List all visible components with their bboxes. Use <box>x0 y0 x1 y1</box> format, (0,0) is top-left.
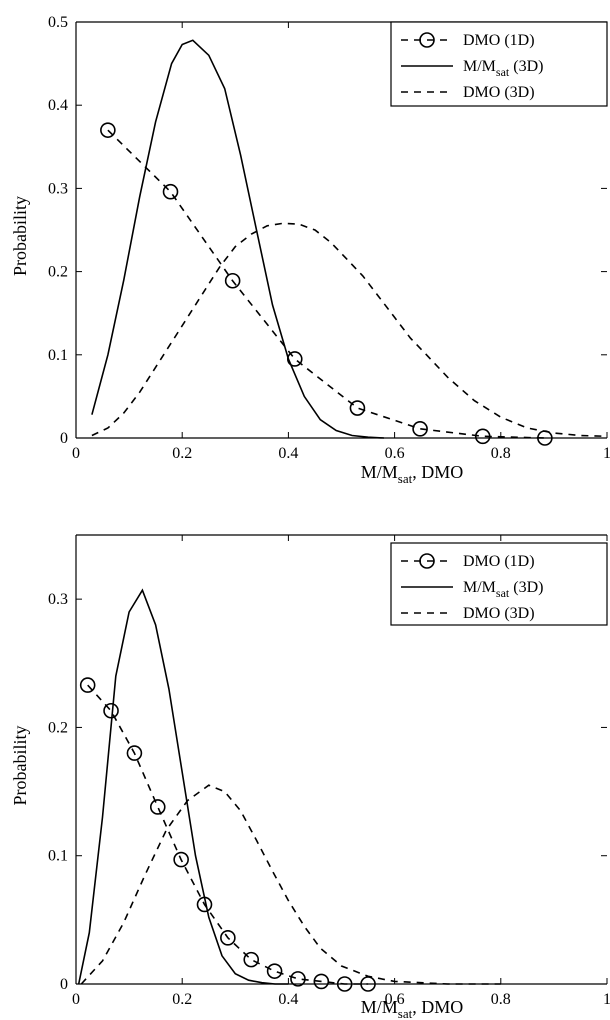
series-line-dashed-circle <box>87 684 369 985</box>
legend-label-suffix: (3D) <box>509 579 543 596</box>
x-axis-label-sub: sat <box>398 1006 413 1020</box>
x-tick-label: 0.2 <box>172 991 192 1008</box>
x-tick-label: 0 <box>72 445 80 462</box>
x-axis-label: M/Msat, DMO <box>361 462 463 486</box>
bottom-chart: 0 0.2 0.4 0.6 0.8 100.10.20.3M/Msat, DMOProba… <box>10 534 610 1020</box>
data-point-marker <box>290 971 306 987</box>
data-point-marker <box>173 851 189 868</box>
series-line-solid <box>77 588 289 985</box>
x-axis-label-suffix: , DMO <box>412 997 463 1017</box>
data-point-marker <box>474 428 491 445</box>
legend-label-sub: sat <box>496 65 510 79</box>
x-tick-label: 1 <box>603 991 610 1008</box>
data-point-marker <box>100 122 116 138</box>
legend-label-sub: sat <box>496 586 510 600</box>
y-tick-label: 0.1 <box>48 347 68 364</box>
legend: DMO (1D) M/Msat (3D) DMO (3D) <box>390 21 608 107</box>
x-tick-label: 0.8 <box>491 991 511 1008</box>
legend: DMO (1D) M/Msat (3D) DMO (3D) <box>390 542 608 626</box>
x-axis-label-main: M/M <box>361 462 398 482</box>
data-point-marker <box>224 272 241 289</box>
x-tick-label: 1 <box>603 445 610 462</box>
x-tick-label: 0.2 <box>172 445 192 462</box>
data-point-marker <box>412 421 428 437</box>
x-tick-label: 0.4 <box>278 991 298 1008</box>
x-tick-label: 0.8 <box>491 445 511 462</box>
y-tick-label: 0.2 <box>48 719 68 736</box>
data-point-marker <box>349 400 366 416</box>
legend-label-main: M/M <box>463 58 496 75</box>
legend-label: DMO (1D) <box>463 32 535 49</box>
data-point-marker <box>79 677 96 693</box>
y-axis-label: Probability <box>10 196 30 276</box>
legend-label-main: DMO (1D) <box>463 553 535 570</box>
y-tick-label: 0 <box>60 430 68 447</box>
series-line-solid <box>91 39 385 439</box>
x-axis-label-sub: sat <box>398 471 413 486</box>
legend-label: M/Msat (3D) <box>463 579 543 600</box>
x-tick-label: 0.6 <box>385 445 405 462</box>
legend-marker <box>419 32 435 48</box>
y-tick-label: 0.3 <box>48 591 68 608</box>
x-tick-label: 0.6 <box>385 991 405 1008</box>
legend-label: M/Msat (3D) <box>463 58 543 79</box>
x-axis-label-suffix: , DMO <box>412 462 463 482</box>
data-point-marker <box>243 951 260 968</box>
data-point-marker <box>220 930 236 946</box>
legend-box <box>390 542 608 626</box>
data-point-marker <box>266 963 283 979</box>
legend-label: DMO (3D) <box>463 605 535 622</box>
legend-marker <box>419 553 435 569</box>
x-axis-label-main: M/M <box>361 997 398 1017</box>
legend-label-main: M/M <box>463 579 496 596</box>
data-point-marker <box>149 799 166 815</box>
data-point-marker <box>336 976 353 992</box>
y-tick-label: 0 <box>60 976 68 993</box>
data-point-marker <box>162 183 179 200</box>
y-tick-label: 0.3 <box>48 180 68 197</box>
y-tick-label: 0.2 <box>48 264 68 281</box>
series-line-dashed <box>80 784 501 985</box>
legend-label-suffix: (3D) <box>509 58 543 75</box>
y-axis-label: Probability <box>10 726 30 806</box>
data-point-marker <box>313 973 330 990</box>
y-tick-label: 0.1 <box>48 848 68 865</box>
series-line-dashed <box>91 222 608 438</box>
y-tick-label: 0.5 <box>48 14 68 31</box>
legend-label: DMO (1D) <box>463 553 535 570</box>
legend-label-main: DMO (1D) <box>463 32 535 49</box>
top-chart: 0 0.2 0.4 0.6 0.8 100.10.20.30.40.5M/Msat, DM… <box>10 14 610 486</box>
x-tick-label: 0 <box>72 991 80 1008</box>
data-point-marker <box>126 745 143 761</box>
y-tick-label: 0.4 <box>48 97 68 114</box>
legend-label-main: DMO (3D) <box>463 84 535 101</box>
series-line-dashed-circle <box>107 129 545 439</box>
legend-label: DMO (3D) <box>463 84 535 101</box>
x-axis-label: M/Msat, DMO <box>361 997 463 1020</box>
data-point-marker <box>103 702 119 719</box>
x-tick-label: 0.4 <box>278 445 298 462</box>
legend-label-main: DMO (3D) <box>463 605 535 622</box>
